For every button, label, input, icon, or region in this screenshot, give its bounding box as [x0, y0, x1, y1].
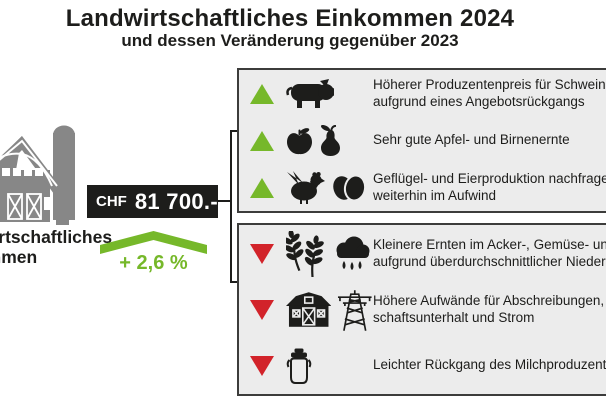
down-triangle-icon — [250, 243, 274, 264]
panel-item-text: Höhere Aufwände für Abschreibungen, Lieg… — [373, 293, 605, 325]
panel-item-text: Höherer Produzentenpreis für Schweinefle… — [373, 77, 606, 109]
pig-icon — [286, 79, 334, 108]
panel-item-text: Geflügel- und Eierproduktion nachfragebe… — [373, 171, 606, 203]
item-icons — [286, 348, 373, 384]
chicken-icon — [287, 171, 325, 204]
pear-icon — [320, 125, 340, 156]
milk-can-icon — [286, 348, 312, 384]
eggs-icon — [333, 174, 366, 201]
item-icons — [286, 171, 373, 204]
page-subtitle: und dessen Veränderung gegenüber 2023 — [121, 31, 459, 50]
down-triangle-icon — [250, 299, 274, 320]
item-icons — [286, 125, 373, 156]
panel-item: Geflügel- und Eierproduktion nachfragebe… — [239, 164, 606, 211]
power-pylon-icon — [338, 289, 373, 331]
item-icons — [286, 289, 373, 331]
connector-line — [230, 281, 238, 283]
barn-icon — [286, 292, 332, 327]
up-chevron-icon — [100, 231, 207, 254]
wheat-icon — [286, 230, 327, 277]
rain-cloud-icon — [336, 236, 370, 270]
panel-item-text: Kleinere Ernten im Acker-, Gemüse- und W… — [373, 237, 606, 269]
connector-line — [230, 130, 232, 283]
income-label: Landwirtschaftliches Einkommen — [0, 227, 113, 267]
income-amount: 81 700.- — [134, 188, 218, 214]
page-title: Landwirtschaftliches Einkommen 2024 — [65, 5, 515, 32]
item-icons — [286, 79, 373, 108]
item-icons — [286, 230, 373, 277]
positive-factors-panel: Höherer Produzentenpreis für Schweinefle… — [237, 68, 606, 213]
apple-icon — [287, 127, 312, 154]
connector-line — [230, 130, 238, 132]
farm-barn-icon — [0, 125, 75, 225]
income-change: + 2,6 % — [119, 252, 188, 274]
panel-item: Sehr gute Apfel- und Birnenernte — [239, 117, 606, 164]
up-triangle-icon — [250, 83, 274, 104]
panel-item: Leichter Rückgang des Milchproduzentenpr… — [239, 338, 606, 394]
panel-item: Höherer Produzentenpreis für Schweinefle… — [239, 70, 606, 117]
down-triangle-icon — [250, 355, 274, 376]
up-triangle-icon — [250, 130, 274, 151]
panel-item: Höhere Aufwände für Abschreibungen, Lieg… — [239, 282, 606, 338]
panel-item-text: Sehr gute Apfel- und Birnenernte — [373, 132, 570, 148]
negative-factors-panel: Kleinere Ernten im Acker-, Gemüse- und W… — [237, 223, 606, 396]
up-triangle-icon — [250, 177, 274, 198]
panel-item: Kleinere Ernten im Acker-, Gemüse- und W… — [239, 226, 606, 282]
panel-item-text: Leichter Rückgang des Milchproduzentenpr… — [373, 357, 606, 373]
connector-line — [218, 200, 231, 202]
currency-label: CHF — [96, 193, 127, 210]
income-amount-box: CHF 81 700.- — [87, 185, 218, 218]
